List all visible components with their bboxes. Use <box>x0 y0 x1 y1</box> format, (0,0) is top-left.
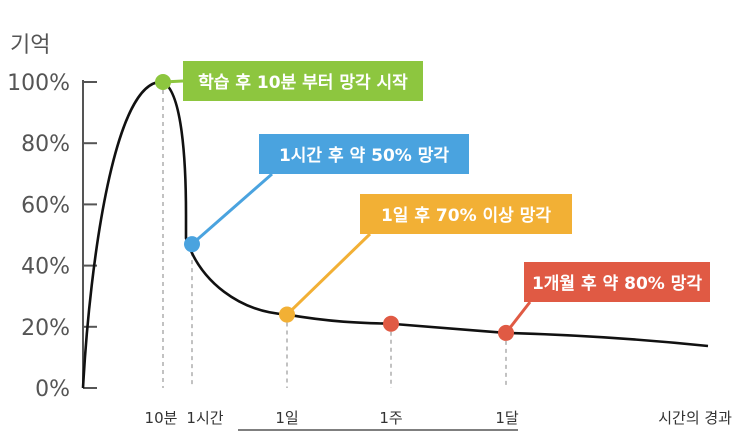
memory-curve-line <box>81 80 709 389</box>
key-point-marker <box>155 74 171 90</box>
key-point-marker <box>498 324 514 341</box>
callout-label: 1일 후 70% 이상 망각 <box>381 205 551 226</box>
y-tick-label: 0% <box>35 377 70 402</box>
callout-label: 학습 후 10분 부터 망각 시작 <box>198 72 408 93</box>
x-tick-label: 10분 <box>145 409 178 427</box>
callout-label: 1개월 후 약 80% 망각 <box>532 273 702 294</box>
callout-box <box>360 194 572 234</box>
callout-leader-line <box>285 232 372 316</box>
x-tick-label: 1일 <box>275 409 298 427</box>
y-tick-label: 80% <box>21 132 70 157</box>
callout-leader-line <box>191 172 273 246</box>
y-tick-label: 20% <box>21 316 70 341</box>
key-point-marker <box>184 236 200 253</box>
x-tick-label: 1달 <box>495 409 519 427</box>
x-tick-label: 1주 <box>379 409 402 427</box>
callout-label: 1시간 후 약 50% 망각 <box>279 145 449 166</box>
y-tick-label: 100% <box>7 71 70 96</box>
key-point-marker <box>383 315 399 332</box>
y-tick-label: 40% <box>21 255 70 280</box>
y-tick-label: 60% <box>21 193 70 218</box>
callout-box <box>259 134 469 174</box>
x-axis-title: 시간의 경과 <box>658 409 732 427</box>
y-axis-title: 기억 <box>10 33 50 58</box>
x-tick-label: 1시간 <box>186 409 223 427</box>
key-point-marker <box>279 306 295 323</box>
callout-box <box>524 262 710 302</box>
callout-box <box>183 61 423 101</box>
